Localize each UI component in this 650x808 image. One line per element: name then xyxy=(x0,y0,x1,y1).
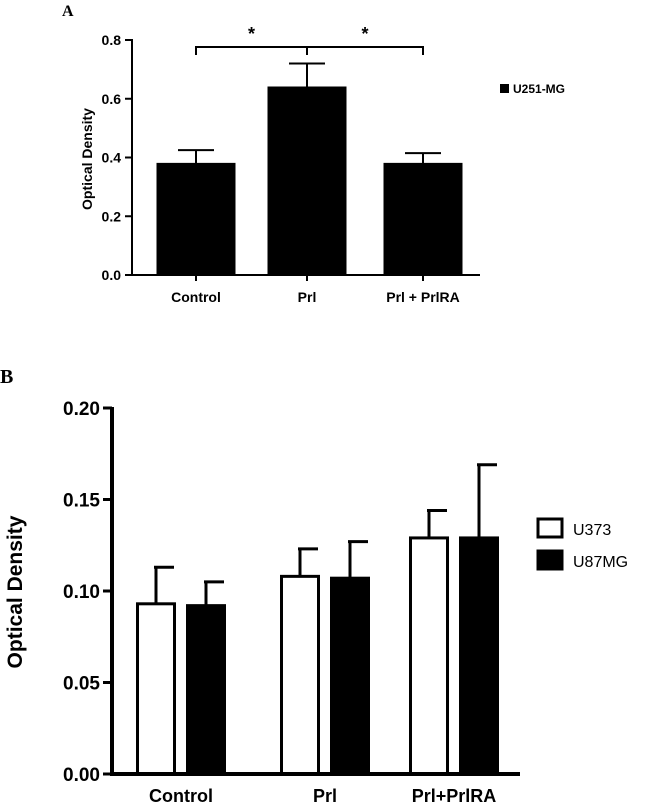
panel-a-bars xyxy=(156,62,463,276)
bar-u87mg-2 xyxy=(330,576,370,776)
y-tick-label-1: 0.00 xyxy=(63,765,100,786)
legend-swatch-u251mg xyxy=(500,84,509,93)
panel-a-y-ticks: 0.0 0.2 0.4 0.6 0.8 xyxy=(102,32,132,283)
panel-b-y-ticks: 0.00 0.05 0.10 0.15 0.20 xyxy=(63,399,112,786)
panel-b-category-labels: Control Prl Prl+PrlRA xyxy=(149,786,496,806)
significance-star-2: * xyxy=(361,24,368,44)
bar-2 xyxy=(267,86,347,276)
category-label-3: Prl + PrlRA xyxy=(386,289,460,305)
y-tick-label-1: 0.0 xyxy=(102,267,122,283)
category-label-2: Prl xyxy=(298,289,317,305)
panel-b-label: B xyxy=(0,366,13,388)
category-label-1: Control xyxy=(149,786,213,806)
significance-bracket-2 xyxy=(306,46,424,55)
y-tick-label-5: 0.8 xyxy=(102,32,122,48)
panel-a-y-axis-label: Optical Density xyxy=(79,108,95,210)
bar-u373-3 xyxy=(409,536,449,776)
bar-u373-2 xyxy=(280,574,320,776)
panel-a-label: A xyxy=(62,3,74,20)
category-label-2: Prl xyxy=(313,786,337,806)
y-tick-label-2: 0.05 xyxy=(63,674,100,695)
bar-u87mg-1 xyxy=(186,604,226,776)
bar-3 xyxy=(383,162,463,276)
significance-star-1: * xyxy=(248,24,255,44)
panel-a-significance: * * xyxy=(195,24,424,55)
y-tick-label-4: 0.6 xyxy=(102,91,122,107)
legend-swatch-u87mg xyxy=(536,549,564,571)
bar-u87mg-3 xyxy=(459,536,499,776)
legend-label-u373: U373 xyxy=(573,522,611,539)
bar-1 xyxy=(156,162,236,276)
panel-b-bars xyxy=(136,463,499,776)
y-tick-label-2: 0.2 xyxy=(102,208,122,224)
bar-u373-1 xyxy=(136,602,176,776)
panel-a-category-labels: Control Prl Prl + PrlRA xyxy=(171,289,460,305)
y-tick-label-3: 0.10 xyxy=(63,582,100,603)
panel-b-y-axis-label: Optical Density xyxy=(4,515,27,668)
legend-swatch-u373 xyxy=(536,517,564,539)
legend-label-u87mg: U87MG xyxy=(573,554,628,571)
panel-a: A Optical Density 0.0 0.2 0.4 0.6 0.8 Contro… xyxy=(62,3,565,305)
category-label-1: Control xyxy=(171,289,221,305)
y-tick-label-5: 0.20 xyxy=(63,399,100,420)
y-tick-label-3: 0.4 xyxy=(102,150,122,166)
significance-bracket-1 xyxy=(195,46,308,55)
panel-a-legend: U251-MG xyxy=(500,82,565,96)
category-label-3: Prl+PrlRA xyxy=(412,786,497,806)
panel-b-legend: U373 U87MG xyxy=(536,517,628,571)
panel-b: B Optical Density 0.00 0.05 0.10 0.15 0.20 C… xyxy=(0,366,628,806)
y-tick-label-4: 0.15 xyxy=(63,491,100,512)
legend-label-u251mg: U251-MG xyxy=(513,82,565,96)
